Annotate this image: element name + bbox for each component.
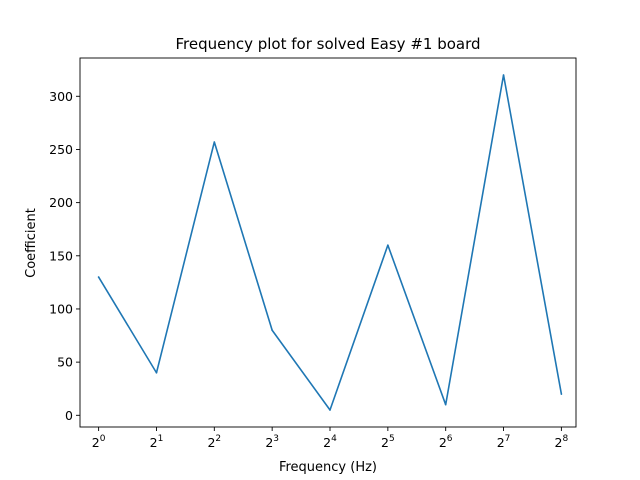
y-tick-label: 300 — [49, 89, 73, 104]
y-tick-label: 100 — [49, 301, 73, 316]
x-tick-label: 22 — [207, 434, 221, 450]
data-point — [387, 244, 389, 246]
data-point — [444, 403, 447, 406]
y-tick-label: 0 — [65, 408, 73, 423]
x-tick-label: 26 — [439, 434, 453, 450]
x-tick-label: 25 — [381, 434, 395, 450]
data-point — [271, 329, 273, 332]
axes-frame — [79, 57, 577, 428]
y-tick-label: 50 — [57, 355, 73, 370]
x-tick-label: 24 — [323, 434, 337, 450]
data-point — [97, 276, 100, 278]
x-tick-label: 27 — [497, 434, 511, 450]
data-point — [329, 409, 331, 411]
data-point — [560, 393, 563, 395]
data-point — [502, 74, 505, 76]
x-axis-label: Frequency (Hz) — [279, 460, 377, 475]
y-axis-label: Coefficient — [24, 208, 39, 278]
y-tick-label: 250 — [49, 142, 73, 157]
x-tick-label: 23 — [265, 434, 279, 450]
x-tick-label: 20 — [92, 434, 106, 450]
chart-title: Frequency plot for solved Easy #1 board — [175, 35, 480, 53]
x-tick-label: 21 — [150, 434, 164, 450]
data-point — [155, 371, 158, 374]
x-tick-label: 28 — [555, 434, 569, 450]
plot-area: 20 21 22 23 24 25 26 27 28 0 50 100 150 200 250 300 — [49, 74, 568, 450]
y-tick-label: 200 — [49, 195, 73, 210]
y-tick-label: 150 — [49, 248, 73, 263]
data-point — [213, 141, 216, 143]
